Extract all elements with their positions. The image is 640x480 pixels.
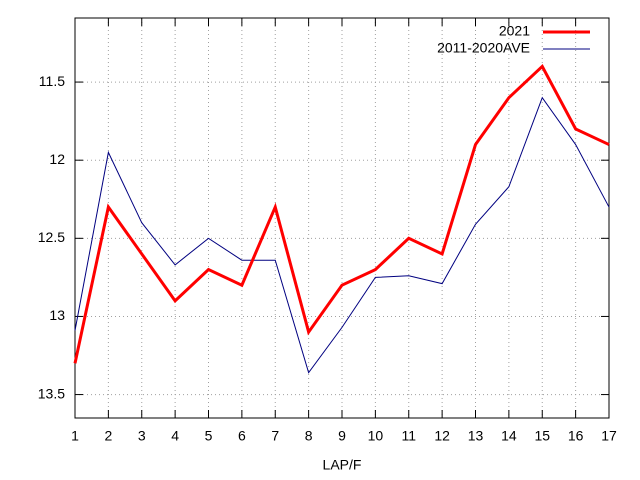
x-tick-label: 14: [501, 428, 517, 444]
x-tick-label: 16: [568, 428, 584, 444]
x-tick-label: 1: [71, 428, 79, 444]
x-tick-label: 6: [238, 428, 246, 444]
x-tick-label: 9: [338, 428, 346, 444]
legend-label: 2021: [499, 23, 530, 39]
x-tick-label: 3: [138, 428, 146, 444]
x-tick-label: 17: [601, 428, 617, 444]
y-tick-label: 11.5: [39, 73, 65, 89]
x-axis-label: LAP/F: [323, 457, 362, 473]
x-tick-label: 12: [434, 428, 450, 444]
x-tick-label: 11: [401, 428, 416, 444]
x-tick-label: 8: [305, 428, 313, 444]
y-tick-label: 12.5: [38, 229, 65, 245]
x-tick-label: 5: [205, 428, 213, 444]
x-tick-label: 15: [534, 428, 550, 444]
y-tick-label: 13.5: [38, 385, 65, 401]
series-line: [73, 64, 610, 364]
plot-border: [74, 17, 610, 419]
y-tick-label: 12: [49, 151, 65, 167]
legend-label: 2011-2020AVE: [437, 40, 530, 56]
x-tick-label: 13: [468, 428, 484, 444]
x-tick-label: 10: [368, 428, 384, 444]
y-tick-label: 13: [49, 307, 65, 323]
x-tick-label: 2: [104, 428, 112, 444]
x-tick-label: 4: [171, 428, 179, 444]
series-line: [74, 96, 610, 374]
x-tick-label: 7: [271, 428, 279, 444]
